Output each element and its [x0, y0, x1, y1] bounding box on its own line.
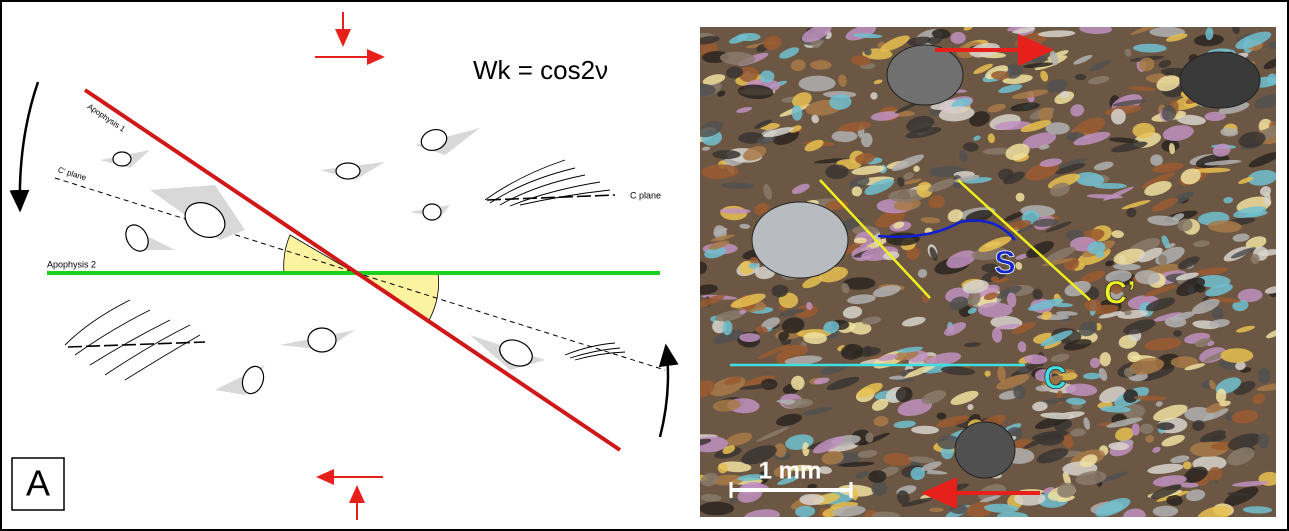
micrograph: S C’ C 1 mm — [684, 19, 1289, 526]
s-label: S — [994, 244, 1015, 280]
porphyroclast — [955, 422, 1015, 478]
panel-label: A — [26, 463, 50, 504]
grain — [712, 150, 740, 159]
figure: Apophysis 1 Apophysis 2 C' plane C plane… — [0, 0, 1289, 531]
grain — [1132, 423, 1140, 435]
grain — [1075, 74, 1086, 80]
c-plane-label: C plane — [630, 190, 661, 200]
c-label: C — [1043, 359, 1066, 395]
grain — [1156, 422, 1174, 430]
grain — [864, 48, 872, 55]
porphyroclast — [887, 45, 963, 105]
porphyroclast — [752, 202, 848, 278]
scale-bar-label: 1 mm — [759, 457, 822, 484]
grain — [1165, 317, 1187, 328]
grain — [1221, 348, 1254, 363]
grain — [739, 333, 760, 342]
porphyroclast — [1180, 52, 1260, 108]
grain — [991, 71, 1010, 80]
c-prime-label: C’ — [1104, 274, 1136, 310]
grain — [810, 60, 831, 70]
equation: Wk = cos2ν — [473, 55, 608, 85]
apophysis-2-label: Apophysis 2 — [47, 259, 96, 269]
